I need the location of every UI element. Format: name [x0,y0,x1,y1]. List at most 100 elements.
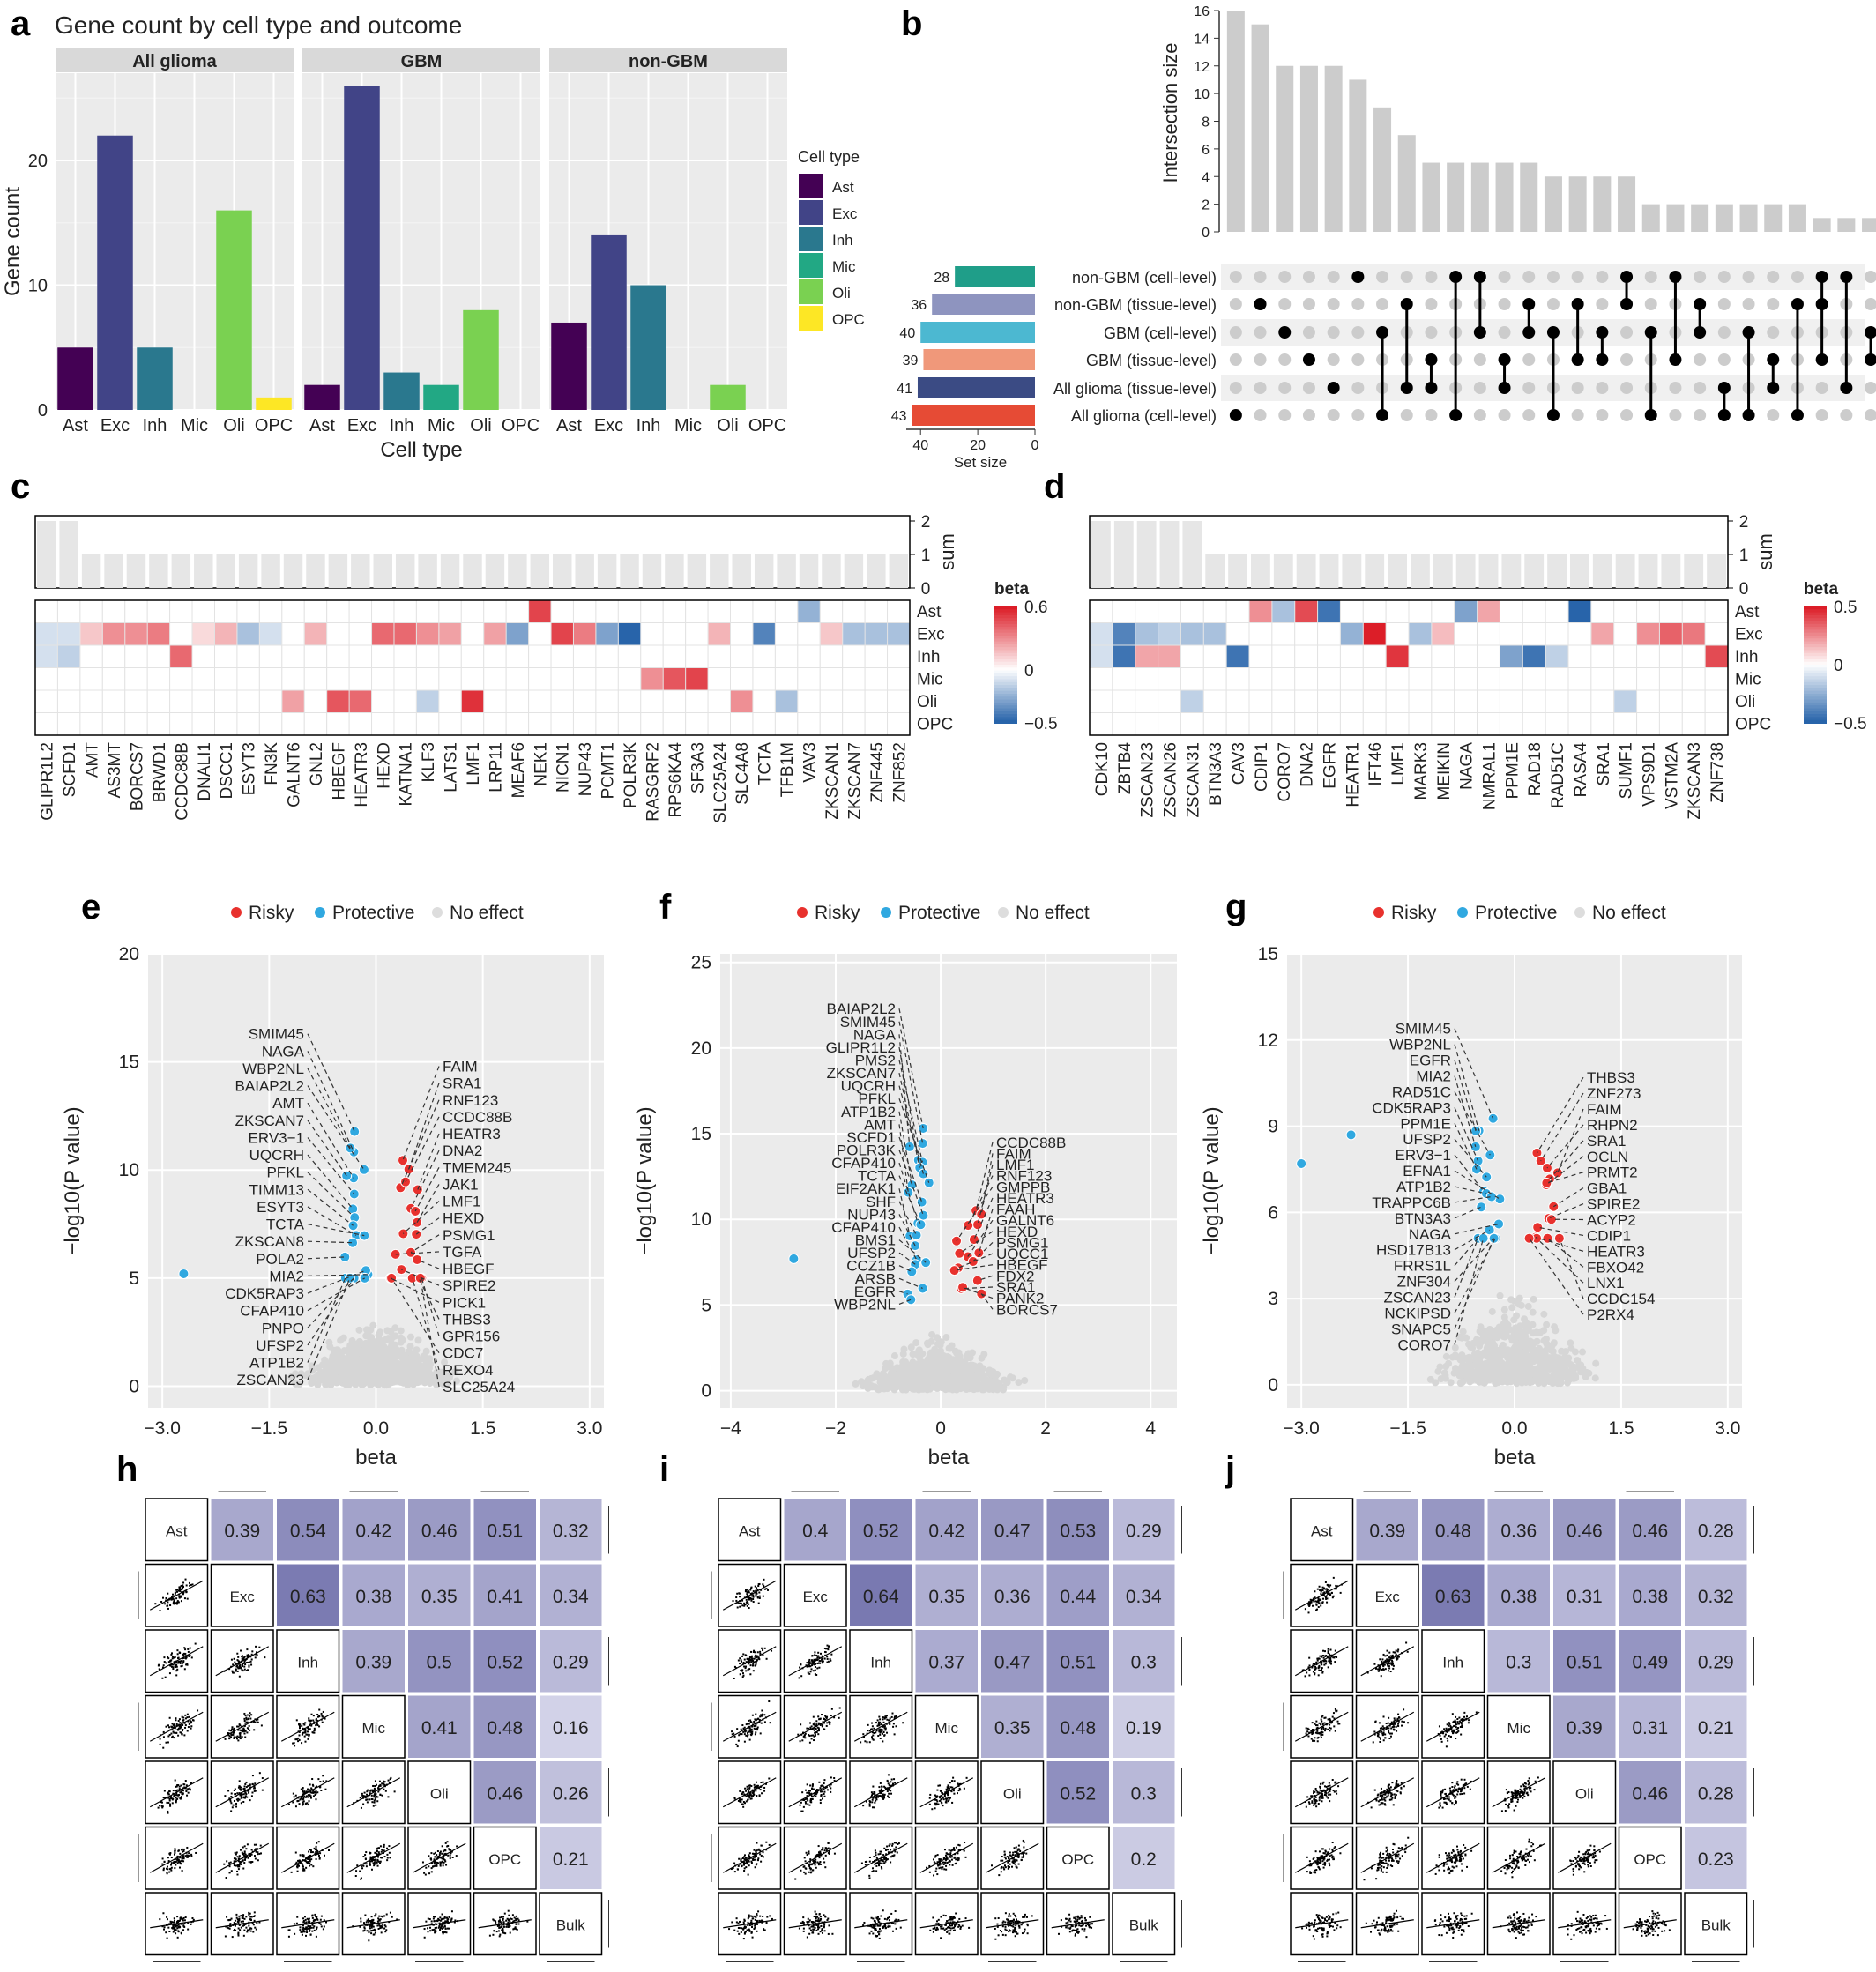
heatmap-cell [1385,599,1410,623]
y-tick-label: 5 [129,1269,139,1289]
x-tick-label: Ast [63,416,88,435]
scatter-point [243,1665,246,1668]
gene-label: PPM1E [1503,742,1522,799]
scatter-point [449,1857,451,1860]
scatter-point [182,1728,184,1730]
heatmap-cell [1180,712,1204,736]
scatter-point [233,1863,235,1865]
gene-label: ZNF852 [890,742,909,803]
x-tick-label: −2 [825,1418,846,1439]
scatter-point [319,1852,322,1855]
legend-gradient-step [994,673,1017,678]
gene-label: TMEM245 [443,1159,511,1176]
gene-label: HBEGF [996,1257,1048,1274]
heatmap-cell [1112,689,1136,713]
scatter-point [307,1796,309,1798]
heatmap-cell [1454,689,1478,713]
intersection-bar [1593,176,1612,232]
y-tick-label: 5 [701,1295,711,1315]
heatmap-cell [1135,599,1159,623]
heatmap-cell [1567,644,1592,668]
sum-bar [575,554,594,588]
heatmap-cell-value [1158,623,1180,645]
leader-line [307,1154,354,1209]
scatter-point [301,1742,303,1745]
scatter-point [236,1856,239,1858]
y-tick-label: 20 [691,1038,711,1059]
sum-bar [1524,554,1545,588]
leader-line [307,1068,351,1149]
point-no-effect [363,1326,371,1334]
point-no-effect [904,1374,912,1382]
point-no-effect [425,1357,433,1365]
gene-label: BTN3A3 [1395,1210,1451,1227]
point-no-effect [1517,1301,1525,1309]
heatmap-cell-value [484,623,506,645]
scatter-point [162,1664,165,1667]
scatter-point [309,1783,311,1786]
heatmap-cell [483,689,507,713]
sum-bar [642,554,662,588]
point-no-effect [1516,1351,1524,1359]
heatmap-cell [371,712,395,736]
heatmap-cell [774,599,799,623]
heatmap-cell [752,644,776,668]
intersection-bar [1422,162,1440,232]
scatter-point [187,1726,190,1729]
gene-label: CFAP410 [831,1219,896,1236]
scatter-point [236,1870,239,1872]
scatter-point [244,1714,247,1716]
point-no-effect [959,1373,967,1381]
scatter-point [166,1801,168,1804]
gene-label: PSMG1 [996,1234,1049,1251]
scatter-point [179,1797,182,1800]
heatmap-cell-value [192,623,214,645]
y-tick-label: 15 [1258,944,1278,964]
gene-label: SRA1 [996,1279,1035,1296]
scatter-point [230,1810,233,1812]
x-tick-label: Oli [717,416,738,435]
correlation-value: 0.34 [553,1587,589,1607]
heatmap-cell [79,644,103,668]
heatmap-cell [1317,667,1341,691]
scatter-point [298,1723,301,1725]
scatter-point [250,1849,253,1851]
matrix-dot-off [1694,382,1707,394]
scatter-point [190,1853,193,1856]
y-tick-label: 14 [1194,32,1210,47]
scatter-point [159,1610,161,1612]
scatter-point [238,1780,241,1782]
heatmap-cell-value [1545,645,1568,667]
scatter-point [313,1727,316,1730]
point-no-effect [352,1358,360,1366]
matrix-dot-off [1669,409,1682,421]
gene-label: ZKSCAN7 [845,742,864,820]
leader-line [405,1116,440,1182]
scatter-point [387,1796,390,1798]
gene-label: RASGRF2 [644,742,662,822]
intersection-bar [1618,176,1636,232]
scatter-point [316,1842,318,1844]
heatmap-cell [169,689,193,713]
scatter-point [362,1803,365,1805]
heatmap-cell-value [102,623,125,645]
scatter-point [377,1851,380,1854]
scatter-point [362,1864,365,1867]
scatter-point [261,1789,264,1791]
y-tick-label: 0 [38,401,48,420]
scatter-point [187,1648,190,1650]
set-size-label: Set size [954,454,1007,471]
heatmap-cell [460,622,485,646]
legend-label: Protective [1475,903,1557,923]
scatter-point [162,1746,165,1749]
legend-gradient-step [1804,694,1827,698]
point-no-effect [1486,1338,1494,1346]
point-no-effect [1015,1379,1023,1387]
legend-gradient-step [994,621,1017,625]
scatter-point [310,1858,313,1861]
sum-bar [194,554,213,588]
scatter-point [177,1657,180,1660]
intersection-bar [1251,24,1269,232]
scatter-point [170,1869,173,1872]
leader-line [307,1274,368,1277]
